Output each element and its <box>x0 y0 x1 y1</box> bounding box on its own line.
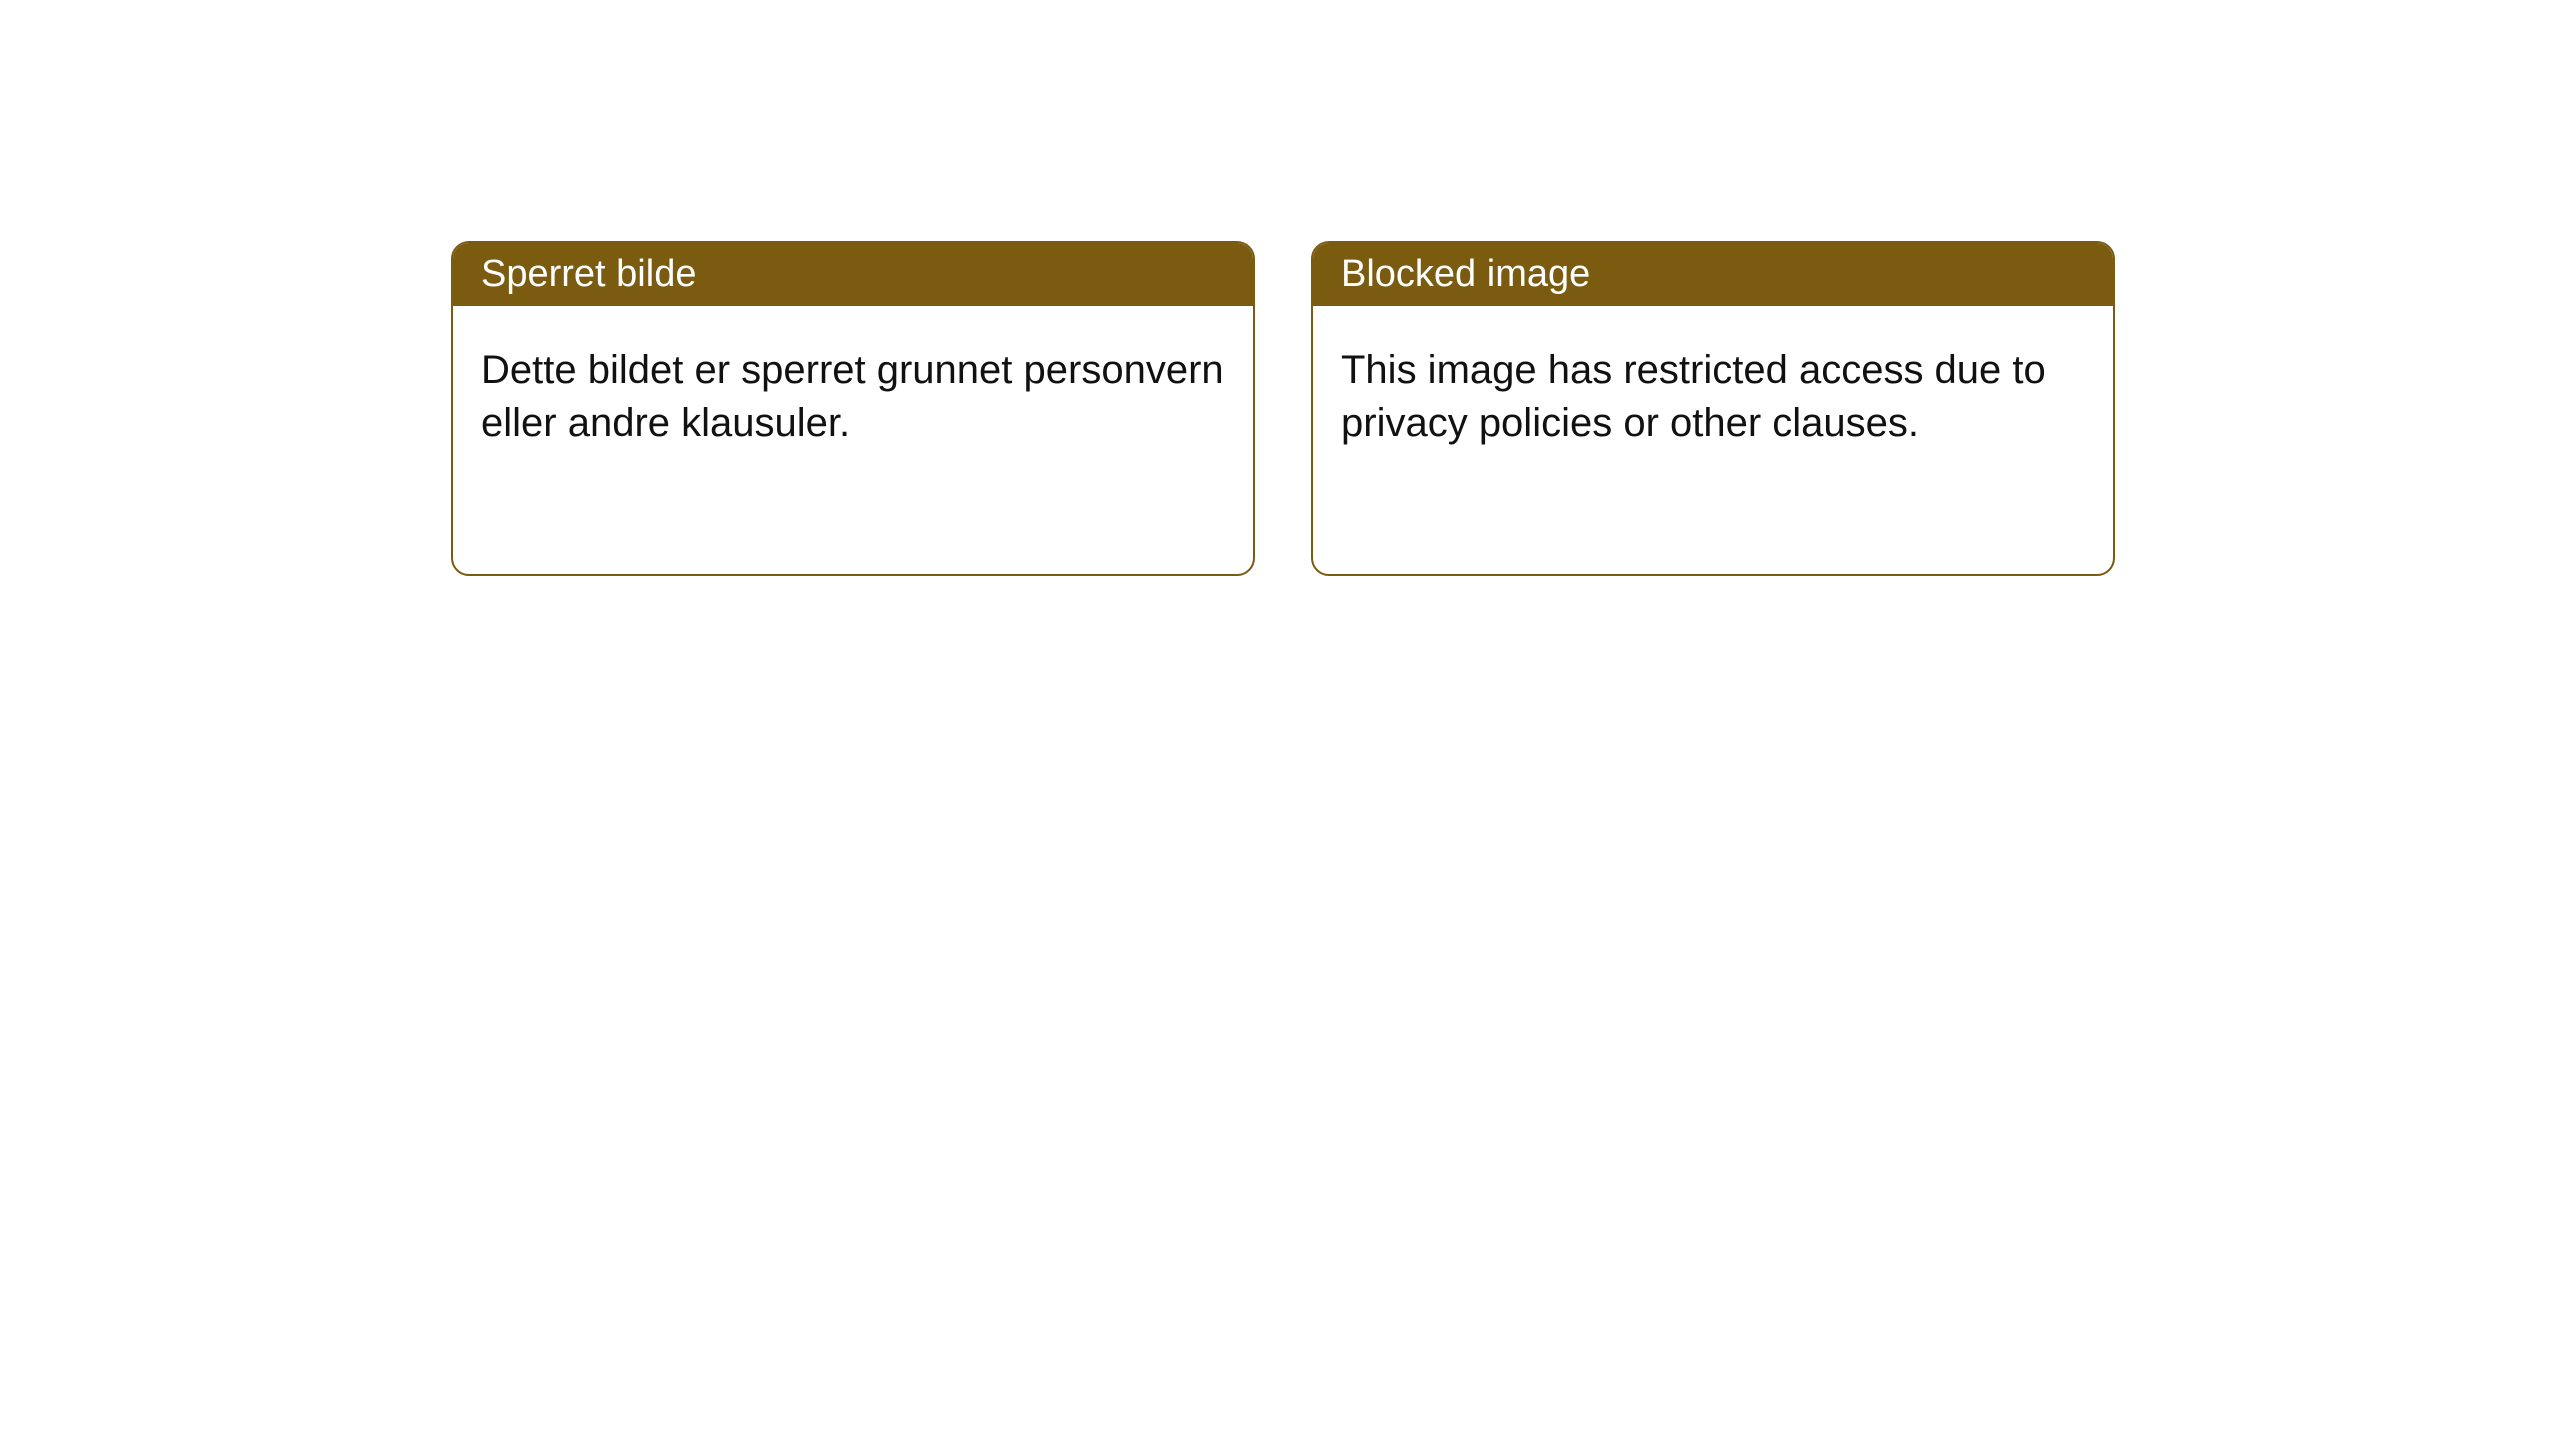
notice-card-en: Blocked image This image has restricted … <box>1311 241 2115 576</box>
notice-card-title-en: Blocked image <box>1313 243 2113 306</box>
notice-container: Sperret bilde Dette bildet er sperret gr… <box>0 0 2560 576</box>
notice-card-body-no: Dette bildet er sperret grunnet personve… <box>453 306 1253 574</box>
notice-card-no: Sperret bilde Dette bildet er sperret gr… <box>451 241 1255 576</box>
notice-card-body-en: This image has restricted access due to … <box>1313 306 2113 574</box>
notice-card-title-no: Sperret bilde <box>453 243 1253 306</box>
